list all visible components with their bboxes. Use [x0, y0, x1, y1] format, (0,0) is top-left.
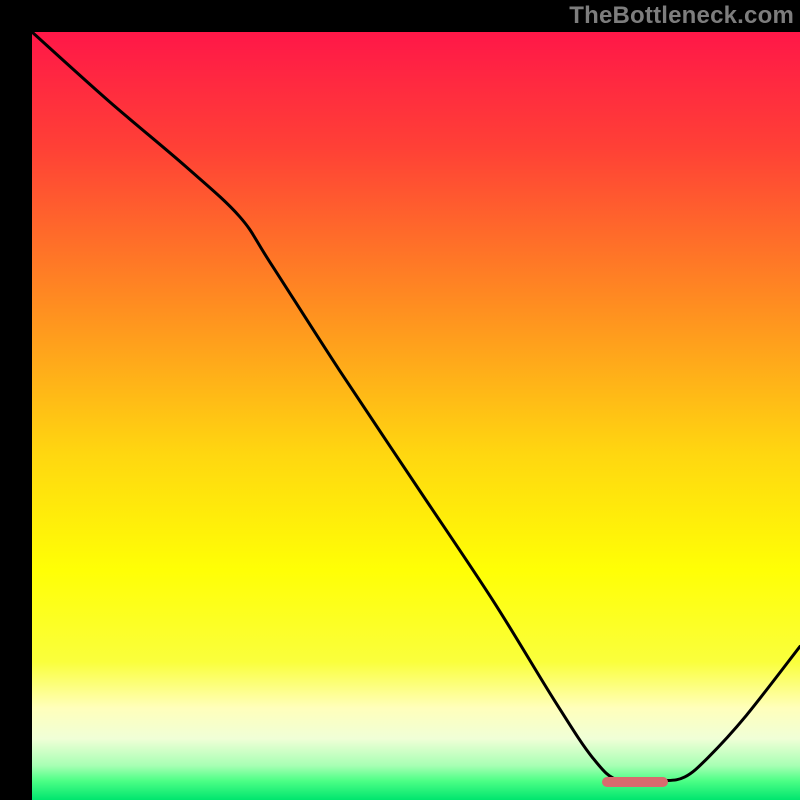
plot-area	[32, 32, 800, 800]
optimal-range-marker	[602, 777, 668, 787]
bottleneck-chart: { "watermark": { "text": "TheBottleneck.…	[0, 0, 800, 800]
bottleneck-curve	[32, 32, 800, 800]
watermark-text: TheBottleneck.com	[569, 2, 794, 30]
